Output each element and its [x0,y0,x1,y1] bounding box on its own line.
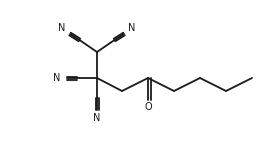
Text: N: N [53,73,61,83]
Text: O: O [144,102,152,112]
Text: N: N [93,113,101,123]
Text: N: N [58,23,66,33]
Text: N: N [128,23,136,33]
